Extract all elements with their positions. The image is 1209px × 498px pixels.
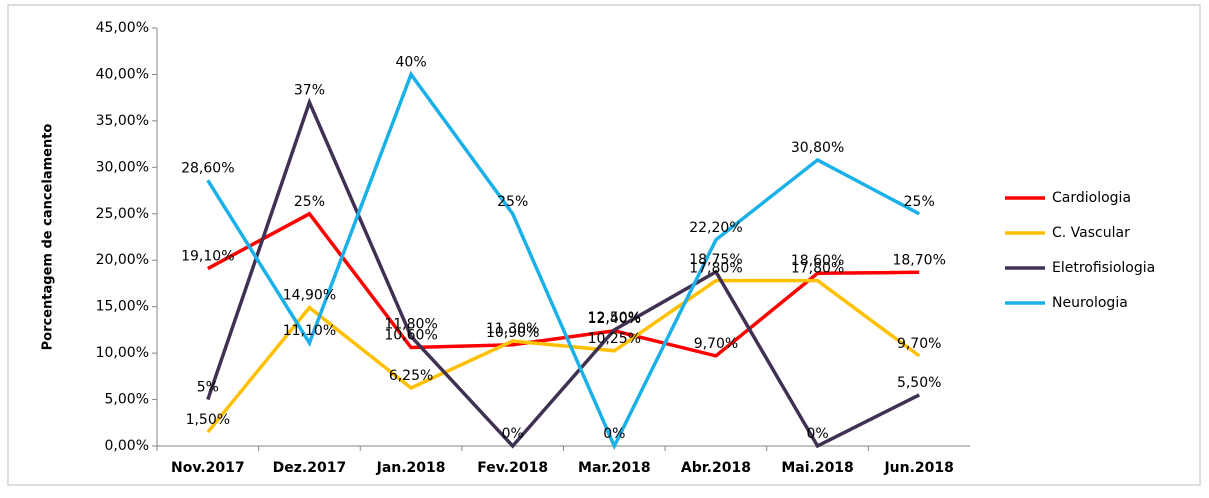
data-label: 22,20% (689, 220, 742, 236)
legend-label: Neurologia (1052, 295, 1128, 311)
line (206, 211, 920, 358)
data-label: 0% (806, 426, 828, 442)
y-tick-label: 10,00% (96, 345, 149, 361)
data-label: 11,80% (384, 316, 437, 332)
y-tick-label: 40,00% (96, 66, 149, 82)
y-tick-label: 5,00% (105, 392, 149, 408)
x-tick-label: Mai.2018 (781, 460, 853, 476)
data-label: 18,70% (892, 252, 945, 268)
data-label: 9,70% (897, 336, 941, 352)
data-label: 12,50% (588, 310, 641, 326)
data-label: 6,25% (389, 368, 433, 384)
x-tick-label: Dez.2017 (273, 460, 347, 476)
x-tick-label: Jun.2018 (883, 460, 953, 476)
y-tick-label: 20,00% (96, 252, 149, 268)
data-label: 5,50% (897, 375, 941, 391)
data-label: 10,60% (384, 328, 437, 344)
data-label: 40% (396, 54, 427, 70)
y-tick-label: 35,00% (96, 113, 149, 129)
y-tick-label: 25,00% (96, 206, 149, 222)
legend-label: Cardiologia (1052, 190, 1131, 206)
data-label: 17,80% (791, 261, 844, 277)
y-axis-label: Porcentagem de cancelamento (41, 124, 56, 351)
x-tick-label: Mar.2018 (578, 460, 651, 476)
line (206, 97, 920, 449)
data-label: 17,80% (689, 261, 742, 277)
data-label: 14,90% (283, 288, 336, 304)
data-label: 5% (197, 380, 219, 396)
data-label: 18,60% (791, 253, 844, 269)
y-tick-label: 0,00% (105, 438, 149, 454)
data-label: 30,80% (791, 140, 844, 156)
data-label: 1,50% (186, 412, 230, 428)
y-tick-label: 30,00% (96, 159, 149, 175)
chart-border (7, 4, 1201, 486)
data-label: 11,10% (283, 323, 336, 339)
x-tick-label: Fev.2018 (477, 460, 548, 476)
data-label: 19,10% (181, 249, 234, 265)
legend-label: Eletrofisiologia (1052, 260, 1155, 276)
data-label: 28,60% (181, 160, 234, 176)
data-label: 37% (294, 82, 325, 98)
data-label: 25% (497, 194, 528, 210)
data-label: 12,40% (588, 311, 641, 327)
x-tick-label: Jan.2018 (376, 460, 446, 476)
data-label: 25% (294, 194, 325, 210)
y-tick-label: 15,00% (96, 299, 149, 315)
line (206, 278, 921, 434)
data-label: 10,90% (486, 325, 539, 341)
data-label: 25% (904, 194, 935, 210)
data-label: 9,70% (694, 336, 738, 352)
x-tick-label: Nov.2017 (171, 460, 245, 476)
data-label: 10,25% (588, 331, 641, 347)
data-label: 18,75% (689, 252, 742, 268)
x-tick-label: Abr.2018 (681, 460, 751, 476)
y-tick-label: 45,00% (96, 20, 149, 36)
data-label: 0% (502, 426, 524, 442)
line (206, 70, 921, 451)
legend-label: C. Vascular (1052, 225, 1130, 241)
data-label: 0% (603, 426, 625, 442)
data-label: 11,30% (486, 321, 539, 337)
